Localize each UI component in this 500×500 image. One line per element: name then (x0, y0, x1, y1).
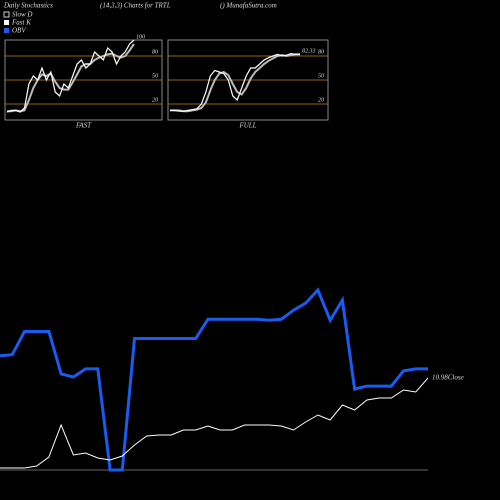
series-line (170, 52, 301, 112)
series-label: Close (448, 374, 464, 382)
legend-label: Fast K (11, 19, 31, 27)
series-line (170, 53, 300, 113)
y-tick-label: 80 (152, 49, 158, 55)
last-value-label: 10.98 (432, 374, 448, 382)
legend-label: Slow D (12, 11, 32, 19)
panel-label: FAST (75, 122, 92, 130)
y-tick-label: 50 (152, 73, 158, 79)
legend-swatch (3, 11, 10, 18)
panel-label: FULL (238, 122, 256, 130)
series-line (6, 39, 135, 113)
y-tick-label: 80 (318, 49, 324, 55)
last-value-label: 82.33 (302, 49, 316, 55)
legend-swatch (4, 20, 9, 25)
chart-title: Daily Stochastics (3, 2, 53, 10)
y-tick-label: 20 (318, 97, 324, 103)
y-tick-label: 20 (152, 97, 158, 103)
last-value-label: 100 (136, 34, 145, 40)
source: () MunafaSutra.com (220, 2, 277, 10)
legend-swatch (4, 28, 9, 33)
legend-label: OBV (12, 27, 26, 35)
series-line (0, 377, 429, 469)
y-tick-label: 50 (318, 73, 324, 79)
series-line (0, 287, 428, 472)
chart-subtitle: (14,3,3) Charts for TRTL (100, 2, 171, 10)
